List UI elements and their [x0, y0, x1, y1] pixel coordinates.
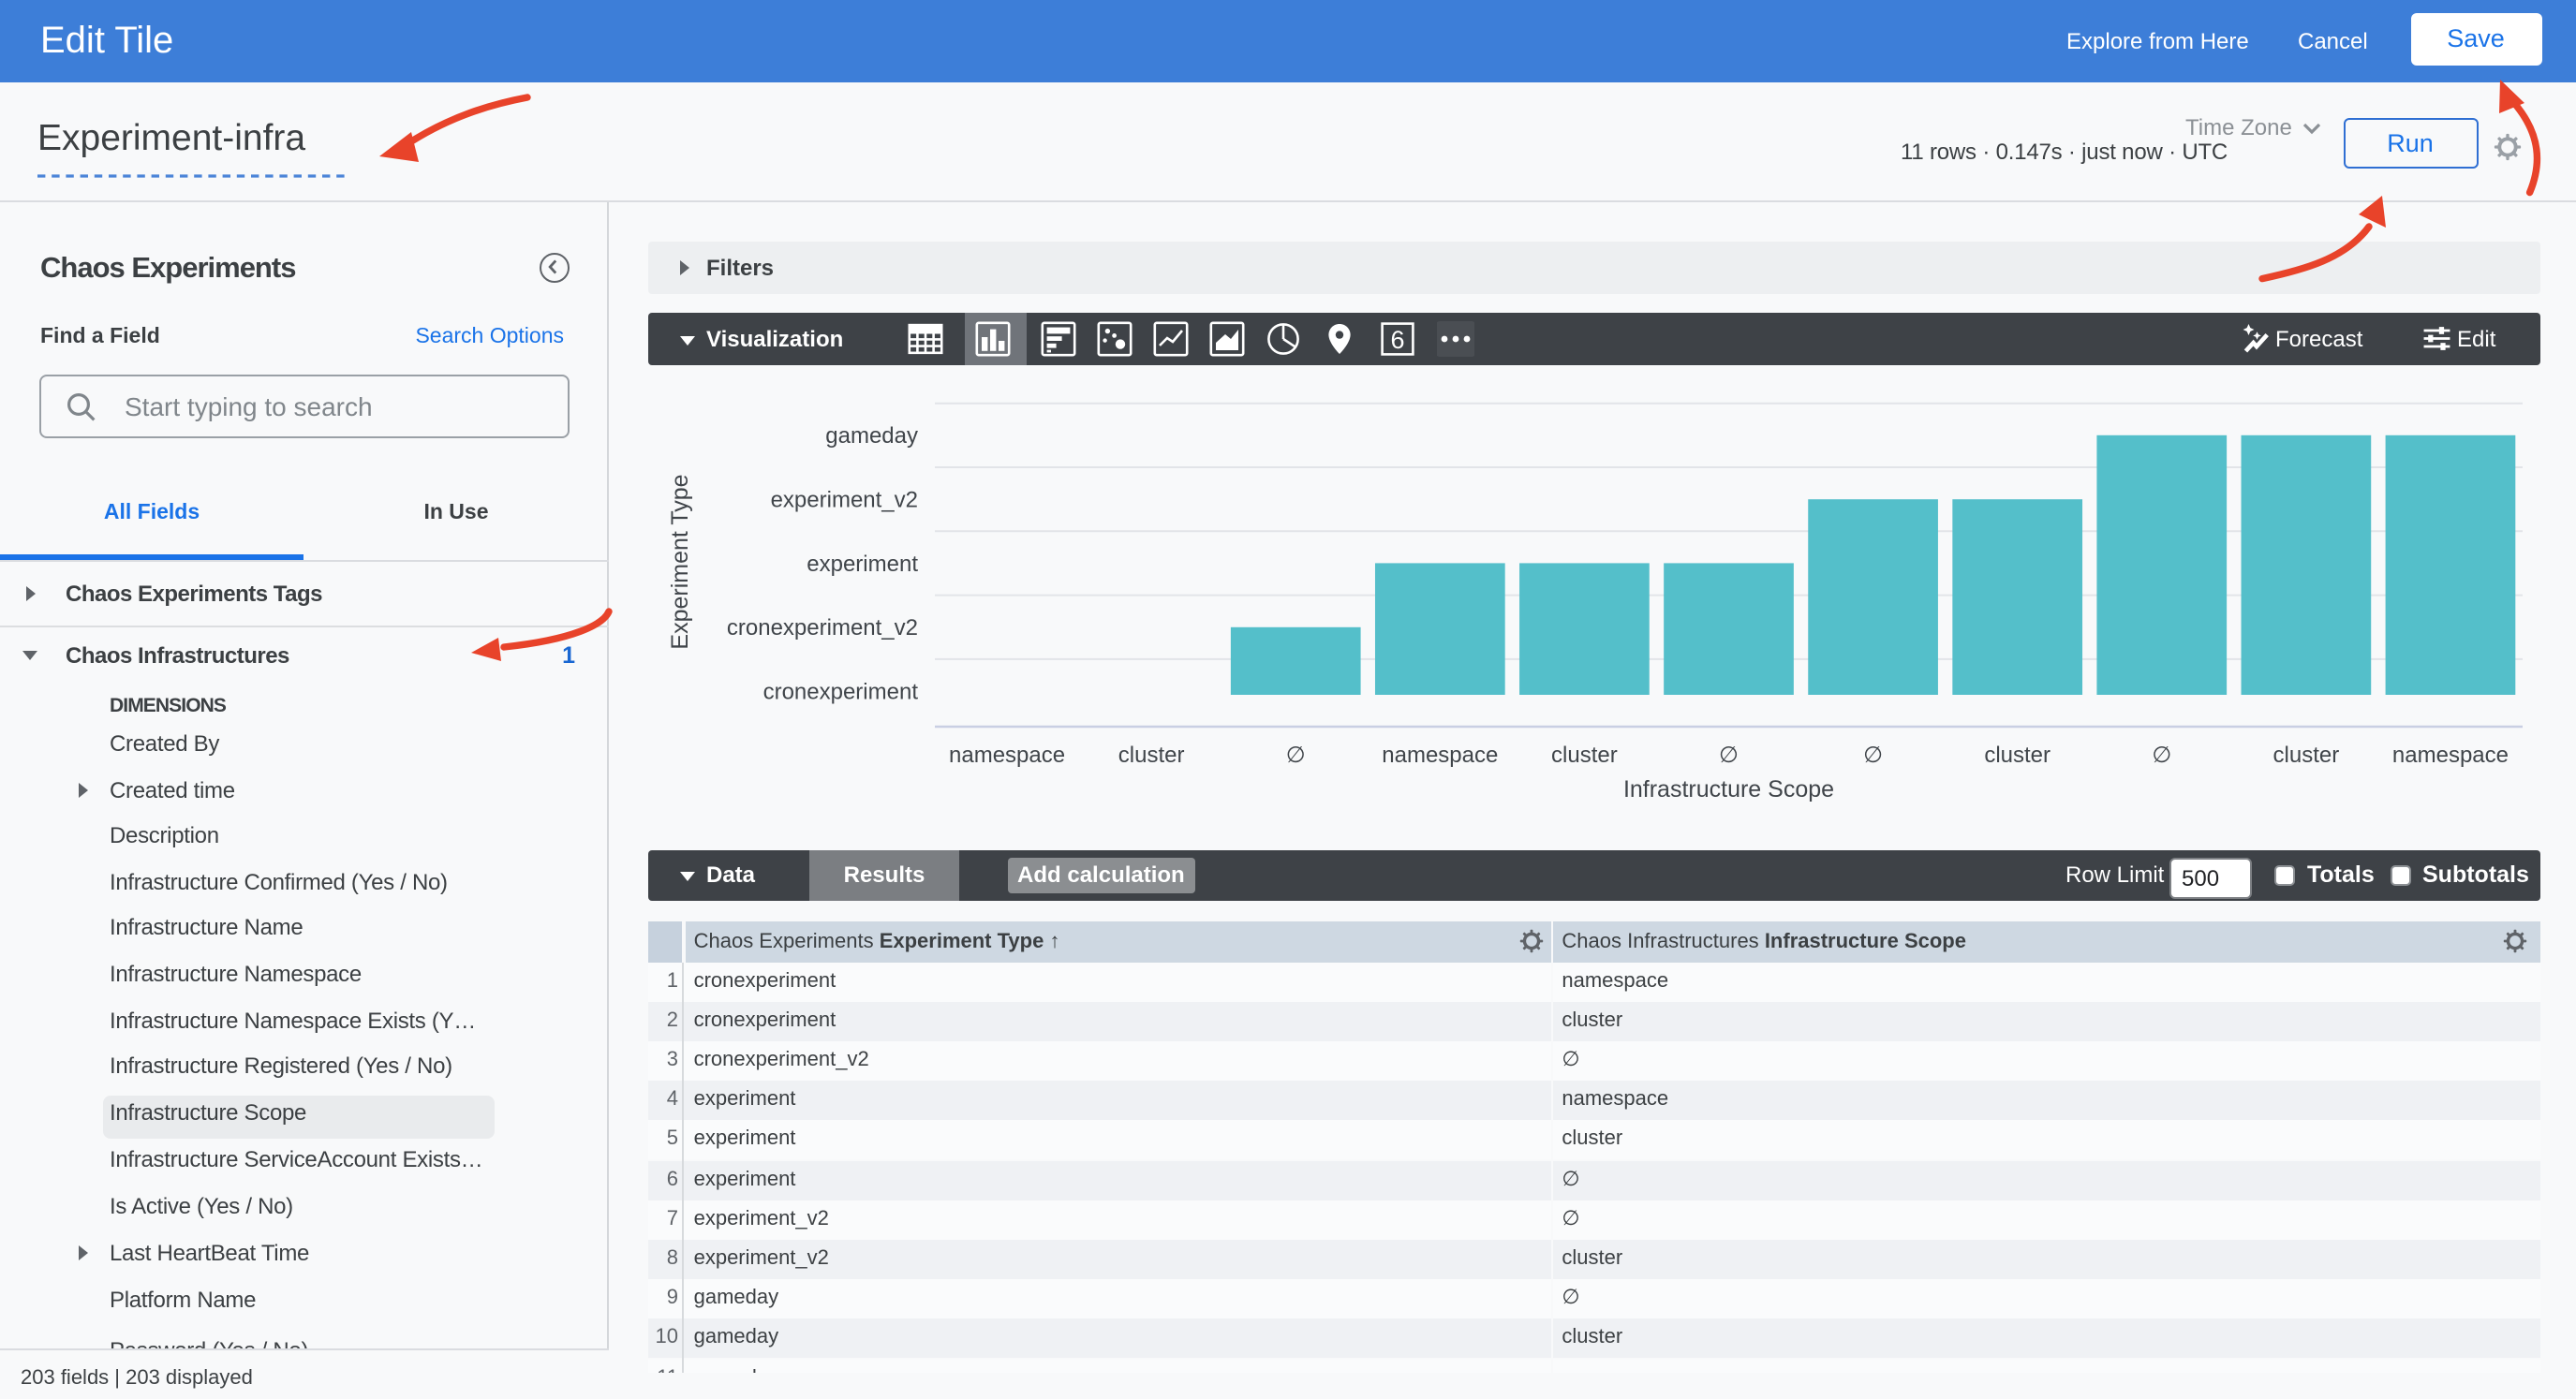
svg-text:gameday: gameday [824, 423, 917, 449]
svg-text:∅: ∅ [1285, 743, 1305, 768]
svg-text:experiment: experiment [806, 552, 917, 577]
svg-text:cluster: cluster [1550, 743, 1617, 768]
svg-text:∅: ∅ [1862, 743, 1882, 768]
svg-text:cronexperiment_v2: cronexperiment_v2 [726, 615, 917, 641]
svg-text:cronexperiment: cronexperiment [762, 680, 918, 705]
svg-text:∅: ∅ [2151, 743, 2170, 768]
svg-text:experiment_v2: experiment_v2 [770, 488, 917, 513]
svg-text:∅: ∅ [1718, 743, 1738, 768]
svg-text:Infrastructure Scope: Infrastructure Scope [1622, 776, 1833, 803]
svg-text:cluster: cluster [1118, 743, 1184, 768]
svg-text:namespace: namespace [2391, 743, 2508, 768]
svg-text:namespace: namespace [1381, 743, 1497, 768]
svg-text:6: 6 [1390, 326, 1404, 354]
svg-text:namespace: namespace [948, 743, 1064, 768]
svg-text:cluster: cluster [1983, 743, 2050, 768]
svg-text:cluster: cluster [2273, 743, 2339, 768]
svg-text:Experiment Type: Experiment Type [666, 474, 692, 649]
